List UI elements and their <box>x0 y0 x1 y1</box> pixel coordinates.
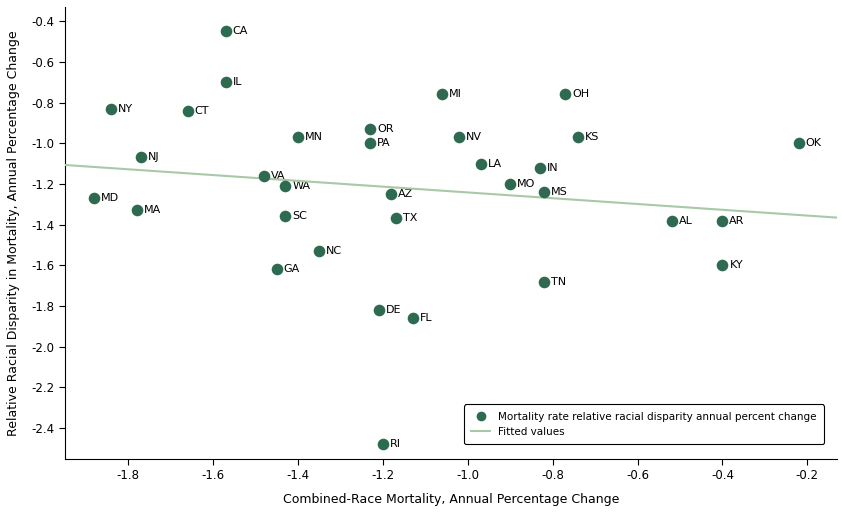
Text: PA: PA <box>377 138 391 148</box>
Text: IL: IL <box>233 77 242 87</box>
Text: VA: VA <box>271 171 285 181</box>
Text: NC: NC <box>326 246 343 256</box>
Point <box>406 314 419 322</box>
Point <box>559 90 572 98</box>
Point <box>134 153 148 162</box>
Text: SC: SC <box>292 211 307 222</box>
Point <box>270 265 284 273</box>
Point <box>716 216 729 225</box>
Text: FL: FL <box>419 313 432 323</box>
Text: AZ: AZ <box>398 189 414 199</box>
Text: MN: MN <box>305 132 323 142</box>
Point <box>130 206 143 214</box>
Text: MA: MA <box>143 205 161 215</box>
Text: IN: IN <box>547 163 559 173</box>
Text: TN: TN <box>551 277 566 287</box>
Point <box>793 139 806 147</box>
Text: MS: MS <box>551 187 568 197</box>
Point <box>389 214 403 223</box>
Text: OR: OR <box>377 124 393 134</box>
Point <box>279 212 292 221</box>
Point <box>279 182 292 190</box>
Text: DE: DE <box>386 305 401 315</box>
Text: KY: KY <box>729 260 743 270</box>
Text: AR: AR <box>729 215 744 226</box>
Text: LA: LA <box>488 159 501 169</box>
Point <box>538 278 551 286</box>
Y-axis label: Relative Racial Disparity in Mortality, Annual Percentage Change: Relative Racial Disparity in Mortality, … <box>7 30 20 436</box>
Text: MI: MI <box>449 89 463 100</box>
X-axis label: Combined-Race Mortality, Annual Percentage Change: Combined-Race Mortality, Annual Percenta… <box>283 493 619 506</box>
Point <box>312 247 326 255</box>
Point <box>533 164 547 172</box>
Point <box>257 172 271 180</box>
Point <box>436 90 449 98</box>
Point <box>665 216 679 225</box>
Point <box>473 160 487 168</box>
Text: MD: MD <box>101 193 119 203</box>
Point <box>504 180 517 188</box>
Point <box>291 133 305 141</box>
Text: OH: OH <box>572 89 589 100</box>
Point <box>376 440 390 448</box>
Point <box>105 105 118 113</box>
Text: WA: WA <box>292 181 311 191</box>
Point <box>88 194 101 202</box>
Point <box>364 139 377 147</box>
Point <box>716 261 729 269</box>
Point <box>219 78 233 86</box>
Text: TX: TX <box>403 213 417 224</box>
Point <box>372 306 386 314</box>
Text: NV: NV <box>466 132 482 142</box>
Point <box>571 133 585 141</box>
Text: KS: KS <box>585 132 599 142</box>
Text: NJ: NJ <box>148 152 160 163</box>
Point <box>538 188 551 196</box>
Text: CA: CA <box>233 26 248 36</box>
Point <box>452 133 466 141</box>
Text: MO: MO <box>517 179 536 189</box>
Text: OK: OK <box>806 138 822 148</box>
Text: GA: GA <box>284 264 300 274</box>
Point <box>181 107 194 115</box>
Text: CT: CT <box>195 106 209 116</box>
Point <box>364 125 377 133</box>
Text: RI: RI <box>390 439 401 449</box>
Point <box>219 27 233 35</box>
Legend: Mortality rate relative racial disparity annual percent change, Fitted values: Mortality rate relative racial disparity… <box>464 404 824 444</box>
Text: NY: NY <box>118 104 133 114</box>
Text: AL: AL <box>679 215 692 226</box>
Point <box>385 190 398 198</box>
